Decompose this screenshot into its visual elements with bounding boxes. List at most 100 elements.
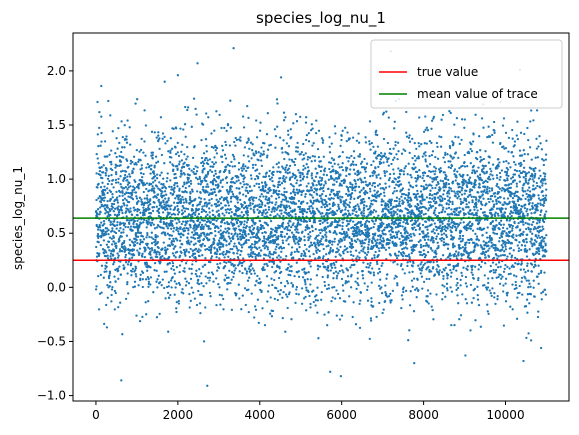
trace-point [409,185,413,188]
trace-point [148,208,151,211]
trace-point [274,146,277,149]
trace-point [176,204,179,208]
trace-point [108,209,112,213]
trace-point [109,252,113,255]
trace-point [322,255,325,258]
trace-point [181,228,184,231]
trace-point [327,161,331,164]
trace-point [354,280,357,283]
trace-point [279,205,282,208]
trace-point [174,152,178,156]
trace-point [404,149,407,153]
trace-point [107,245,110,249]
trace-point [212,146,215,149]
trace-point [261,185,265,188]
trace-point [155,316,159,319]
trace-point [309,235,312,238]
trace-point [308,262,311,265]
trace-point [121,246,125,249]
trace-point [407,199,410,202]
trace-point [101,176,104,180]
trace-point [182,248,186,252]
trace-point [251,143,254,146]
trace-point [199,234,202,237]
trace-point [238,187,241,190]
trace-point [197,282,201,286]
trace-point [161,254,164,258]
trace-point [332,170,335,173]
trace-point [293,274,296,278]
trace-point [218,257,221,260]
trace-point [254,204,257,207]
trace-point [134,265,137,268]
trace-point [415,287,418,290]
trace-point [160,192,163,195]
trace-point [121,135,124,139]
trace-point [186,207,190,211]
trace-point [440,118,443,121]
trace-point [357,185,361,189]
trace-point [417,264,420,267]
trace-point [374,210,378,213]
trace-point [274,251,277,254]
trace-point [192,243,196,246]
trace-point [332,197,335,200]
trace-point [321,257,325,260]
trace-point [269,213,272,217]
trace-point [284,171,287,174]
trace-point [431,204,435,208]
trace-point [427,201,430,204]
trace-point [208,158,212,161]
trace-point [305,133,309,137]
trace-point [396,141,400,144]
trace-point [249,207,252,210]
trace-point [420,211,423,215]
trace-point [339,201,343,204]
trace-point [258,219,262,223]
trace-point [136,235,140,238]
trace-point [138,243,142,246]
trace-point [380,151,383,155]
trace-point [391,227,394,230]
trace-point [421,198,424,201]
trace-point [247,238,250,242]
trace-point [310,212,313,215]
trace-point [345,232,348,235]
trace-point [188,292,191,296]
trace-point [247,310,250,314]
trace-point [158,181,161,184]
trace-point [382,237,385,240]
trace-point [295,292,298,296]
trace-point [215,110,218,113]
trace-point [99,186,103,189]
trace-point [382,213,385,216]
trace-point [408,210,411,214]
trace-point [125,204,129,207]
trace-point [152,170,155,173]
trace-point [151,151,155,154]
trace-point [379,238,382,241]
trace-point [419,175,422,178]
trace-point [210,145,214,149]
trace-point [128,244,132,247]
trace-point [301,276,305,279]
trace-point [350,162,353,166]
trace-point [279,176,282,180]
trace-point [280,250,283,253]
trace-point [300,219,303,223]
trace-point [131,171,134,174]
trace-point [110,243,114,246]
trace-point [204,235,207,238]
trace-point [353,234,357,237]
trace-point [258,210,261,213]
trace-point [279,245,283,248]
trace-point [278,183,282,187]
trace-point [189,179,192,183]
trace-point [176,239,179,242]
trace-point [217,184,220,188]
trace-point [105,243,109,246]
trace-point [230,210,233,214]
trace-point [406,222,410,226]
trace-point [232,252,235,255]
trace-point [348,245,352,249]
